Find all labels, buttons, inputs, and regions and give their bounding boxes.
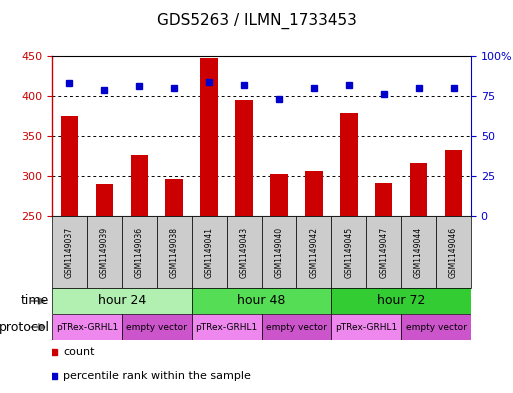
- Text: GSM1149039: GSM1149039: [100, 226, 109, 277]
- Bar: [61, 116, 78, 216]
- Bar: [227, 216, 262, 288]
- Bar: [192, 314, 262, 340]
- Text: GSM1149043: GSM1149043: [240, 226, 248, 277]
- Bar: [331, 288, 471, 314]
- Text: hour 72: hour 72: [377, 294, 425, 307]
- Text: percentile rank within the sample: percentile rank within the sample: [63, 371, 251, 381]
- Bar: [331, 314, 401, 340]
- Text: GSM1149038: GSM1149038: [170, 226, 179, 277]
- Text: pTRex-GRHL1: pTRex-GRHL1: [335, 323, 398, 332]
- Bar: [270, 174, 288, 216]
- Text: GSM1149040: GSM1149040: [274, 226, 284, 277]
- Text: count: count: [63, 347, 94, 357]
- Bar: [445, 150, 462, 216]
- Bar: [410, 163, 427, 216]
- Bar: [122, 216, 157, 288]
- Text: pTRex-GRHL1: pTRex-GRHL1: [56, 323, 118, 332]
- Text: protocol: protocol: [0, 321, 49, 334]
- Text: empty vector: empty vector: [266, 323, 327, 332]
- Text: hour 48: hour 48: [238, 294, 286, 307]
- Text: GSM1149041: GSM1149041: [205, 226, 213, 277]
- Bar: [331, 216, 366, 288]
- Bar: [262, 314, 331, 340]
- Bar: [95, 184, 113, 216]
- Bar: [401, 314, 471, 340]
- Bar: [340, 113, 358, 216]
- Bar: [375, 183, 392, 216]
- Text: hour 24: hour 24: [97, 294, 146, 307]
- Text: empty vector: empty vector: [126, 323, 187, 332]
- Text: GSM1149036: GSM1149036: [135, 226, 144, 277]
- Bar: [366, 216, 401, 288]
- Bar: [157, 216, 192, 288]
- Bar: [401, 216, 436, 288]
- Bar: [52, 288, 192, 314]
- Text: pTRex-GRHL1: pTRex-GRHL1: [195, 323, 258, 332]
- Text: GSM1149037: GSM1149037: [65, 226, 74, 277]
- Text: GSM1149042: GSM1149042: [309, 226, 319, 277]
- Bar: [262, 216, 297, 288]
- Bar: [436, 216, 471, 288]
- Text: GSM1149047: GSM1149047: [379, 226, 388, 277]
- Bar: [131, 155, 148, 216]
- Bar: [192, 216, 227, 288]
- Text: time: time: [21, 294, 49, 307]
- Text: GSM1149045: GSM1149045: [344, 226, 353, 277]
- Bar: [122, 314, 192, 340]
- Text: GDS5263 / ILMN_1733453: GDS5263 / ILMN_1733453: [156, 13, 357, 29]
- Bar: [52, 314, 122, 340]
- Bar: [201, 59, 218, 216]
- Bar: [297, 216, 331, 288]
- Bar: [52, 216, 87, 288]
- Bar: [166, 179, 183, 216]
- Text: GSM1149044: GSM1149044: [414, 226, 423, 277]
- Bar: [235, 100, 253, 216]
- Text: GSM1149046: GSM1149046: [449, 226, 458, 277]
- Bar: [192, 288, 331, 314]
- Bar: [305, 171, 323, 216]
- Bar: [87, 216, 122, 288]
- Text: empty vector: empty vector: [406, 323, 466, 332]
